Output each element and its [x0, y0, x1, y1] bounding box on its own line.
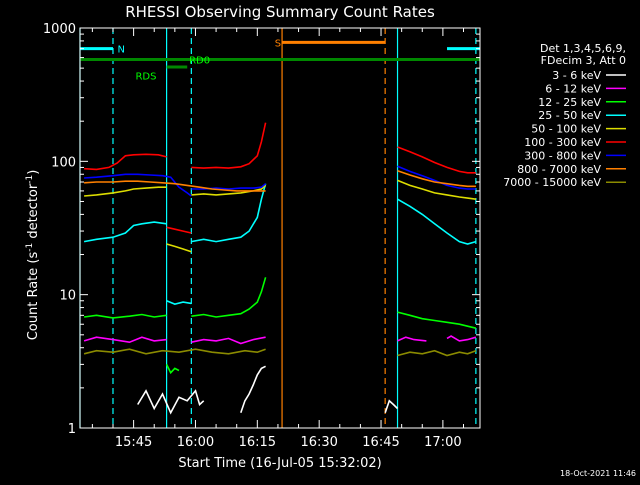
- legend-label-7: 800 - 7000 keV: [517, 163, 601, 176]
- series-3-segment-2: [191, 183, 267, 243]
- y-tick-label-1000: 1000: [43, 22, 76, 37]
- series-5-segment-2: [191, 122, 267, 169]
- x-axis-label: Start Time (16-Jul-05 15:32:02): [178, 456, 381, 471]
- legend-label-0: 3 - 6 keV: [552, 69, 601, 82]
- series-1-segment-2: [397, 336, 427, 342]
- series-area: [83, 122, 477, 415]
- legend-header-line2: FDecim 3, Att 0: [541, 54, 626, 67]
- x-tick-label-1700: 17:00: [424, 435, 461, 450]
- y-tick-label-100: 100: [51, 155, 76, 170]
- series-1-segment-0: [83, 336, 167, 344]
- series-0-segment-2: [240, 365, 266, 414]
- series-5-segment-3: [397, 146, 476, 174]
- flag-label-s: S: [275, 38, 281, 49]
- series-4-segment-1: [166, 243, 192, 253]
- legend-label-3: 25 - 50 keV: [538, 109, 601, 122]
- plot-area: [79, 28, 477, 428]
- series-5-segment-1: [166, 226, 192, 234]
- series-0-segment-0: [384, 399, 399, 414]
- x-tick-label-1615: 16:15: [239, 435, 276, 450]
- y-tick-label-10: 10: [59, 289, 76, 304]
- date-stamp: 18-Oct-2021 11:46: [560, 469, 636, 478]
- series-2-segment-2: [191, 277, 267, 318]
- y-axis-label-main: Count Rate (s: [26, 252, 41, 341]
- legend-label-5: 100 - 300 keV: [524, 136, 601, 149]
- series-3-segment-1: [166, 300, 192, 305]
- legend-label-4: 50 - 100 keV: [531, 123, 601, 136]
- series-7-segment-1: [397, 169, 476, 188]
- y-axis-label-mid: detector: [26, 183, 41, 243]
- y-axis-label-end: ): [26, 170, 41, 175]
- series-0-segment-1: [137, 389, 205, 415]
- y-axis-label-sup2: -1: [25, 175, 35, 184]
- x-tick-label-1630: 16:30: [300, 435, 337, 450]
- y-axis-label: Count Rate (s-1 detector-1): [25, 170, 41, 341]
- series-2-segment-0: [83, 313, 167, 319]
- series-7-segment-0: [84, 180, 266, 192]
- series-5-segment-0: [84, 153, 167, 171]
- series-1-segment-3: [446, 335, 477, 342]
- flag-label-rds: RDS: [135, 72, 156, 83]
- legend-label-6: 300 - 800 keV: [524, 149, 601, 162]
- x-tick-label-1645: 16:45: [362, 435, 399, 450]
- legend-label-2: 12 - 25 keV: [538, 96, 601, 109]
- series-2-segment-1: [165, 364, 180, 375]
- series-8-segment-0: [83, 348, 266, 355]
- x-tick-label-1545: 15:45: [115, 435, 152, 450]
- legend-label-8: 7000 - 15000 keV: [503, 176, 601, 189]
- series-3-segment-0: [83, 221, 167, 243]
- series-3-segment-3: [397, 198, 477, 245]
- series-4-segment-2: [191, 184, 267, 196]
- legend: Det 1,3,4,5,6,9, FDecim 3, Att 0 3 - 6 k…: [503, 42, 626, 189]
- series-8-segment-1: [397, 349, 477, 357]
- plot-frame: [79, 27, 481, 429]
- chart-title: RHESSI Observing Summary Count Rates: [125, 3, 435, 21]
- y-axis-label-sup1: -1: [25, 243, 35, 252]
- flags-area: N S RDS RD0: [80, 38, 480, 83]
- series-6-segment-0: [84, 173, 192, 197]
- y-tick-label-1: 1: [68, 422, 76, 437]
- series-4-segment-0: [84, 186, 167, 197]
- series-1-segment-1: [191, 336, 266, 345]
- x-tick-label-1600: 16:00: [177, 435, 214, 450]
- legend-label-1: 6 - 12 keV: [545, 82, 601, 95]
- axes: 1 10 100 1000 15:45 16:00 16:15 16:30 16:45 17:00: [43, 22, 481, 450]
- flag-label-rd0: RD0: [189, 56, 210, 67]
- series-4-segment-3: [397, 179, 477, 200]
- flag-label-n: N: [117, 45, 124, 56]
- series-2-segment-3: [397, 311, 477, 329]
- legend-header-line1: Det 1,3,4,5,6,9,: [540, 42, 626, 55]
